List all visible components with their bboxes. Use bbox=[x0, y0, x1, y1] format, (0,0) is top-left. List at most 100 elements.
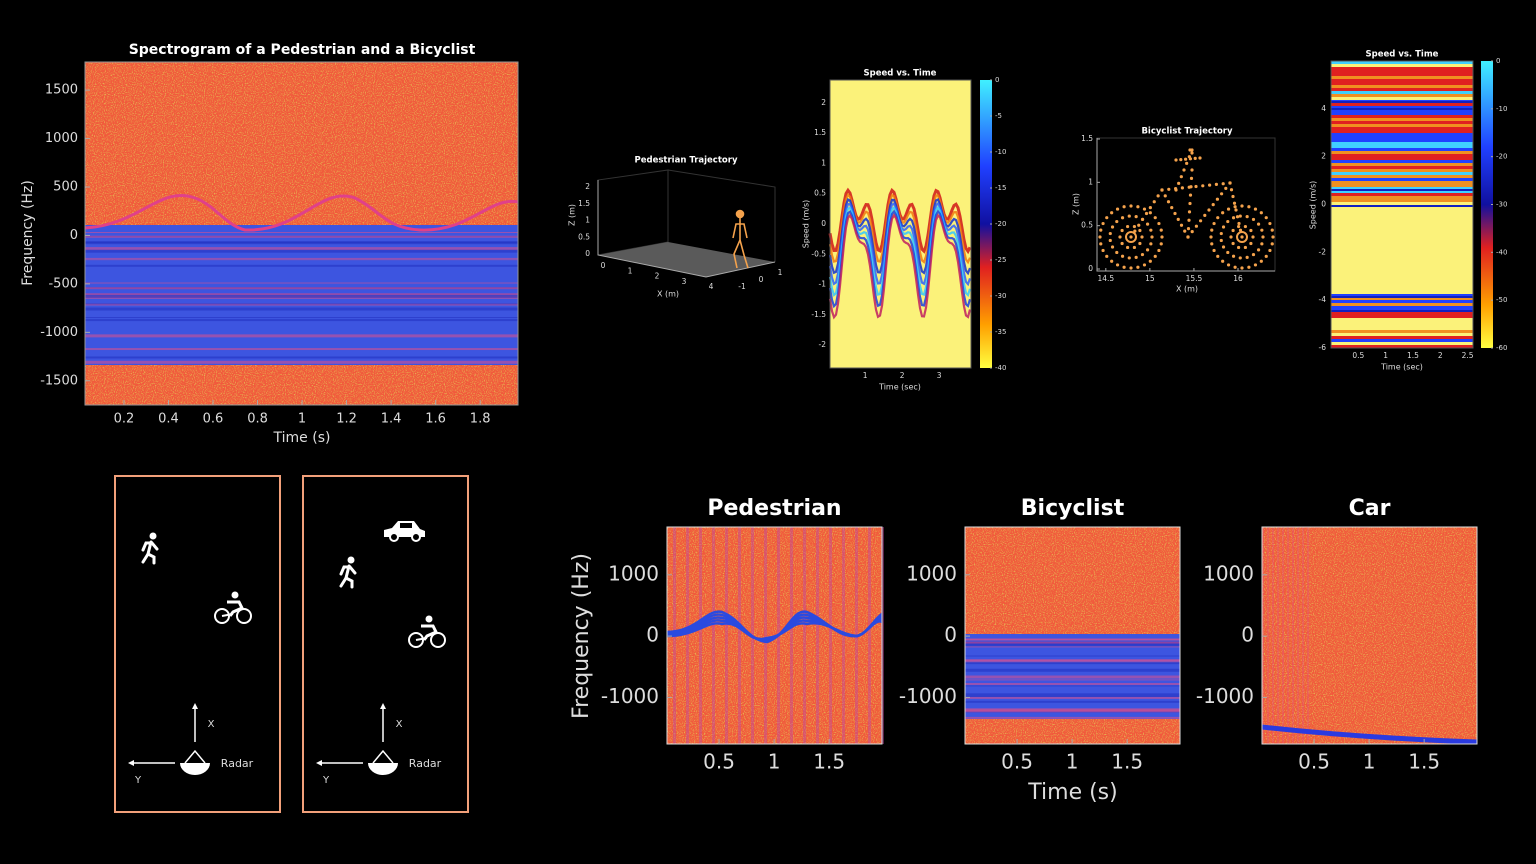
tick-label: 1500 bbox=[45, 83, 78, 98]
frame bbox=[415, 637, 428, 641]
tick-label: 0 bbox=[1321, 200, 1326, 209]
band-stripe bbox=[85, 247, 518, 251]
vertical-stripe bbox=[816, 527, 819, 744]
y-axis-label: Speed (m/s) bbox=[802, 200, 811, 249]
trajectory-point bbox=[1129, 235, 1133, 239]
trajectory-point bbox=[1148, 206, 1152, 210]
trajectory-point bbox=[1240, 235, 1244, 239]
band-stripe bbox=[85, 294, 518, 298]
trajectory-point bbox=[1115, 207, 1120, 211]
band-stripe bbox=[85, 287, 518, 290]
leg bbox=[739, 239, 749, 269]
tick-label: 0.4 bbox=[158, 412, 179, 427]
band-stripe bbox=[965, 700, 1180, 703]
trajectory-point bbox=[1240, 204, 1244, 208]
trajectory-point bbox=[1141, 217, 1145, 221]
trajectory-point bbox=[1153, 254, 1157, 258]
vertical-stripe bbox=[829, 527, 832, 744]
speed-stripe bbox=[1331, 115, 1473, 118]
tick-label: -20 bbox=[995, 220, 1006, 228]
tick-label: 0 bbox=[1088, 264, 1093, 273]
vertical-stripe bbox=[699, 527, 702, 744]
tick-label: 0.5 bbox=[1352, 351, 1364, 360]
trajectory-point bbox=[1247, 265, 1251, 269]
chart-title: Bicyclist bbox=[1021, 496, 1125, 521]
trajectory-point bbox=[1271, 235, 1275, 239]
trajectory-point bbox=[1167, 187, 1171, 191]
tick-label: 1 bbox=[863, 371, 868, 380]
trajectory-point bbox=[1152, 200, 1156, 204]
speed-stripe bbox=[1331, 61, 1473, 64]
trajectory-point bbox=[1105, 254, 1109, 258]
tick-label: 0.5 bbox=[1081, 221, 1093, 230]
arrow-head bbox=[316, 760, 322, 766]
speed-stripe bbox=[1331, 196, 1473, 199]
wheel bbox=[408, 632, 424, 648]
trajectory-point bbox=[1229, 235, 1233, 239]
trajectory-point bbox=[1231, 241, 1235, 246]
vertical-stripe bbox=[1307, 527, 1309, 744]
speed-stripe bbox=[1331, 184, 1473, 187]
radar-icon bbox=[368, 763, 398, 775]
trajectory-point bbox=[1134, 255, 1138, 259]
speed-stripe bbox=[1331, 109, 1473, 112]
speed-stripe bbox=[1331, 330, 1473, 333]
speed-trace bbox=[828, 213, 972, 320]
head bbox=[347, 556, 355, 564]
vertical-stripe bbox=[1272, 527, 1274, 744]
speed-stripe bbox=[1331, 312, 1473, 315]
speed-stripe bbox=[1331, 133, 1473, 136]
speed-stripe bbox=[1331, 345, 1473, 348]
trajectory-point bbox=[1231, 228, 1235, 233]
trajectory-point bbox=[1188, 193, 1193, 197]
speed-stripe bbox=[1331, 187, 1473, 190]
band-stripe bbox=[85, 264, 518, 267]
doppler-curve bbox=[1261, 724, 1478, 745]
tick-label: 0.5 bbox=[703, 750, 735, 774]
band-stripe bbox=[85, 235, 518, 238]
wheel bbox=[411, 532, 421, 542]
speed-stripe bbox=[1331, 124, 1473, 127]
tick-label: 0.5 bbox=[1298, 750, 1330, 774]
axis-line bbox=[597, 180, 776, 278]
trajectory-point bbox=[1211, 203, 1215, 207]
head bbox=[735, 209, 745, 219]
trajectory-point bbox=[1187, 218, 1191, 222]
trajectory-point bbox=[1177, 181, 1181, 185]
trajectory-point bbox=[1253, 263, 1258, 267]
x-axis-label: X (m) bbox=[657, 290, 679, 299]
tick-label: 2 bbox=[821, 98, 826, 107]
tick-label: -1000 bbox=[1196, 684, 1254, 708]
band-stripe bbox=[965, 682, 1180, 685]
trajectory-point bbox=[1219, 231, 1223, 236]
trajectory-point bbox=[1226, 219, 1230, 224]
trajectory-point bbox=[1187, 155, 1191, 159]
trajectory-point bbox=[1185, 161, 1189, 165]
trajectory-point bbox=[1138, 228, 1142, 233]
trajectory-point bbox=[1226, 207, 1231, 211]
trajectory-point bbox=[1212, 248, 1216, 253]
trajectory-point bbox=[1231, 194, 1235, 199]
trajectory-point bbox=[1221, 259, 1225, 263]
trajectory-point bbox=[1193, 156, 1197, 160]
tick-label: 3 bbox=[682, 277, 687, 286]
tick-label: 0 bbox=[821, 219, 826, 228]
axes-frame bbox=[1330, 60, 1474, 349]
band-stripe bbox=[85, 282, 518, 284]
trajectory-point bbox=[1243, 245, 1247, 250]
trajectory-point bbox=[1134, 215, 1138, 219]
speed-stripe bbox=[1331, 118, 1473, 121]
trajectory-point bbox=[1214, 182, 1218, 186]
band-stripe bbox=[965, 693, 1180, 697]
trajectory-point bbox=[1132, 224, 1136, 229]
y-axis-label: Speed (m/s) bbox=[1309, 181, 1318, 230]
vertical-stripe bbox=[1302, 527, 1304, 744]
tick-label: 15 bbox=[1145, 274, 1155, 283]
trajectory-point bbox=[1129, 204, 1133, 208]
trajectory-point bbox=[1182, 168, 1186, 172]
tick-label: 1000 bbox=[608, 561, 659, 585]
tick-label: -1000 bbox=[899, 684, 957, 708]
speed-stripe bbox=[1331, 142, 1473, 145]
vertical-stripe bbox=[1292, 527, 1294, 744]
speed-stripe bbox=[1331, 121, 1473, 124]
